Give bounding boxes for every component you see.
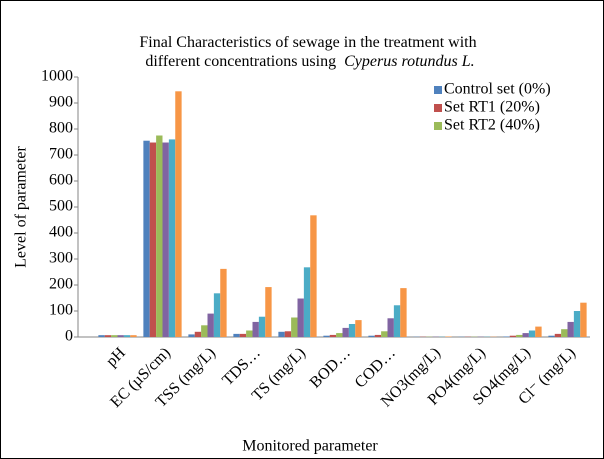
y-tick-label: 200 (49, 276, 73, 293)
bar (387, 318, 394, 337)
chart-title: Final Characteristics of sewage in the t… (139, 34, 480, 70)
bar (509, 335, 517, 337)
bar (567, 321, 574, 337)
y-tick-label: 400 (49, 224, 73, 241)
bar (303, 267, 311, 337)
bar (393, 305, 401, 337)
bar (162, 142, 169, 337)
bar (297, 298, 304, 337)
bar (310, 215, 317, 337)
y-tick-label: 300 (49, 250, 73, 267)
y-tick-label: 800 (49, 120, 73, 137)
bar (117, 335, 124, 337)
bar (194, 331, 202, 337)
bar (98, 335, 105, 337)
legend-label: Set RT1 (20%) (444, 99, 540, 116)
y-tick-label: 0 (65, 328, 73, 345)
bar (329, 334, 337, 337)
bar (445, 336, 452, 337)
bar (130, 335, 137, 337)
x-axis-label: Monitored parameter (242, 438, 378, 455)
y-tick-label: 900 (49, 94, 73, 111)
bar (149, 142, 157, 337)
bar (522, 333, 529, 337)
legend-label: Control set (0%) (444, 81, 551, 98)
bar (213, 293, 221, 337)
y-axis-label: Level of parameter (13, 145, 30, 267)
bar (503, 336, 510, 337)
bar (554, 333, 562, 337)
bar (348, 324, 356, 337)
bar (246, 330, 253, 337)
legend-label: Set RT2 (40%) (444, 117, 540, 134)
title-line: different concentrations using (145, 53, 336, 70)
bar (278, 331, 285, 337)
bar (175, 91, 182, 337)
bar (561, 329, 568, 337)
bar (548, 335, 555, 337)
bar (104, 335, 112, 337)
legend-swatch (434, 104, 442, 112)
bar (168, 139, 176, 337)
y-tick-label: 500 (49, 198, 73, 215)
bar (284, 331, 292, 337)
title-line: Final Characteristics of sewage in the t… (139, 34, 476, 51)
bar (336, 333, 343, 337)
bar (528, 330, 536, 337)
bar (258, 316, 266, 337)
y-tick-label: 1000 (41, 68, 73, 85)
bar (123, 335, 131, 337)
bar (111, 335, 118, 337)
legend-swatch (434, 122, 442, 130)
y-tick-label: 100 (49, 302, 73, 319)
bar (201, 325, 208, 337)
bar (580, 302, 587, 337)
bar (400, 288, 407, 337)
bar (355, 320, 362, 337)
bar (252, 321, 259, 337)
bar (516, 334, 523, 337)
legend-swatch (434, 86, 442, 94)
title-line: Cyperus rotundus L. (344, 53, 475, 70)
bar (220, 268, 227, 337)
bar (342, 327, 349, 337)
bar (535, 326, 542, 337)
bar (239, 333, 247, 337)
bar (233, 333, 240, 337)
bar (374, 334, 382, 337)
bar (381, 331, 388, 337)
bar (156, 135, 163, 337)
bar (143, 140, 150, 337)
bar (207, 313, 214, 337)
bar (265, 287, 272, 337)
bar (368, 335, 375, 337)
bar (323, 335, 330, 337)
bar (188, 334, 195, 337)
bar (573, 311, 581, 337)
y-tick-label: 700 (49, 146, 73, 163)
y-tick-label: 600 (49, 172, 73, 189)
bar (291, 317, 298, 337)
